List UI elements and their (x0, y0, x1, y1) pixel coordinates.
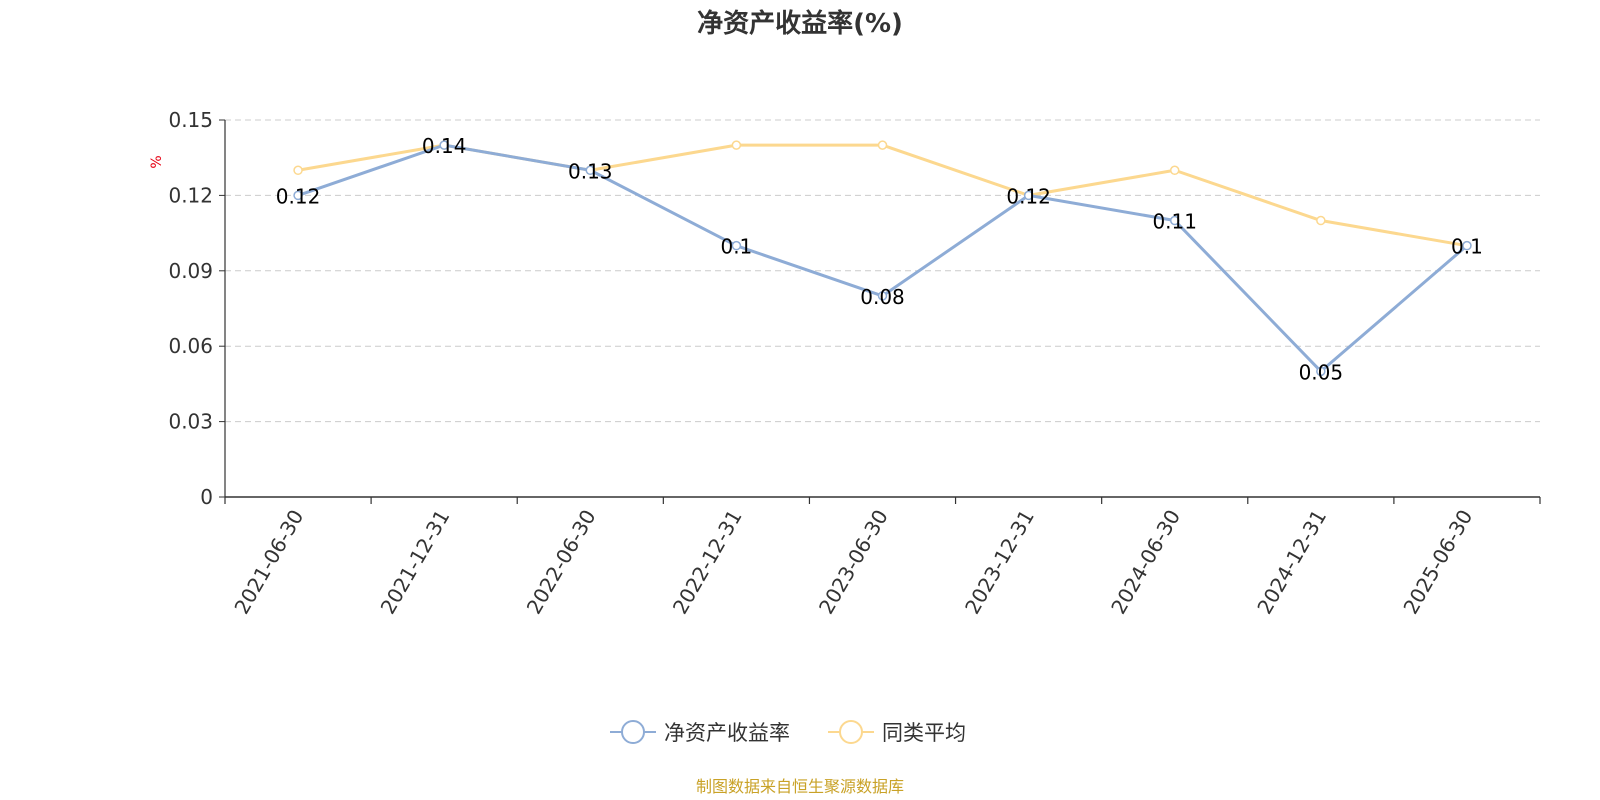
series-point[interactable] (1462, 240, 1472, 251)
data-label: 0.08 (860, 285, 905, 309)
x-tick-label: 2021-12-31 (376, 505, 455, 618)
data-label: 0.11 (1152, 210, 1197, 234)
series-point[interactable] (877, 140, 888, 150)
y-tick-label: 0 (200, 485, 213, 509)
legend[interactable]: 净资产收益率 同类平均 (610, 720, 966, 745)
x-tick-label: 2023-12-31 (960, 506, 1039, 619)
series-lines (293, 140, 1472, 377)
series-point[interactable] (1169, 215, 1180, 226)
data-label: 0.13 (568, 159, 613, 183)
series-point[interactable] (293, 190, 303, 201)
y-tick-label: 0.03 (168, 410, 213, 434)
data-labels: 0.12 0.14 0.13 0.1 0.08 0.12 0.11 0.05 0.1 (276, 134, 1483, 384)
series-point[interactable] (585, 165, 596, 176)
y-tick-label: 0.09 (168, 259, 213, 283)
series-point[interactable] (877, 291, 888, 301)
series-point[interactable] (1023, 190, 1034, 201)
y-tick-label: 0.15 (168, 108, 213, 132)
data-label: 0.05 (1299, 360, 1344, 384)
x-tick-label: 2025-06-30 (1398, 506, 1477, 619)
source-note: 制图数据来自恒生聚源数据库 (696, 777, 904, 796)
grid-lines (225, 119, 1540, 423)
x-tick-label: 2024-12-31 (1252, 506, 1331, 619)
legend-label[interactable]: 同类平均 (882, 721, 966, 745)
series-point[interactable] (293, 165, 303, 176)
legend-swatch-marker (621, 720, 645, 744)
series-line (297, 143, 1468, 373)
series-point[interactable] (1169, 165, 1180, 176)
x-tick-label: 2022-12-31 (668, 506, 747, 619)
data-label: 0.12 (276, 184, 321, 208)
series-point[interactable] (731, 140, 742, 150)
series-point[interactable] (1316, 366, 1326, 377)
y-tick-label: 0.06 (168, 334, 213, 358)
legend-label[interactable]: 净资产收益率 (664, 721, 790, 745)
x-tick-label: 2023-06-30 (814, 506, 893, 619)
x-tick-label: 2024-06-30 (1106, 506, 1185, 619)
y-tick-label: 0.12 (168, 183, 213, 207)
series-point[interactable] (1316, 215, 1326, 226)
data-label: 0.12 (1006, 184, 1051, 208)
data-label: 0.1 (720, 235, 752, 259)
chart-title: 净资产收益率(%) (697, 8, 903, 39)
series-point[interactable] (439, 140, 449, 150)
legend-swatch-marker (839, 720, 863, 744)
series-line (297, 143, 1468, 248)
x-tick-label: 2021-06-30 (229, 506, 308, 619)
data-label: 0.14 (422, 134, 467, 158)
data-label: 0.1 (1451, 235, 1483, 259)
x-tick-label: 2022-06-30 (522, 506, 601, 619)
series-point[interactable] (731, 240, 742, 251)
y-axis-unit: % (149, 155, 165, 168)
